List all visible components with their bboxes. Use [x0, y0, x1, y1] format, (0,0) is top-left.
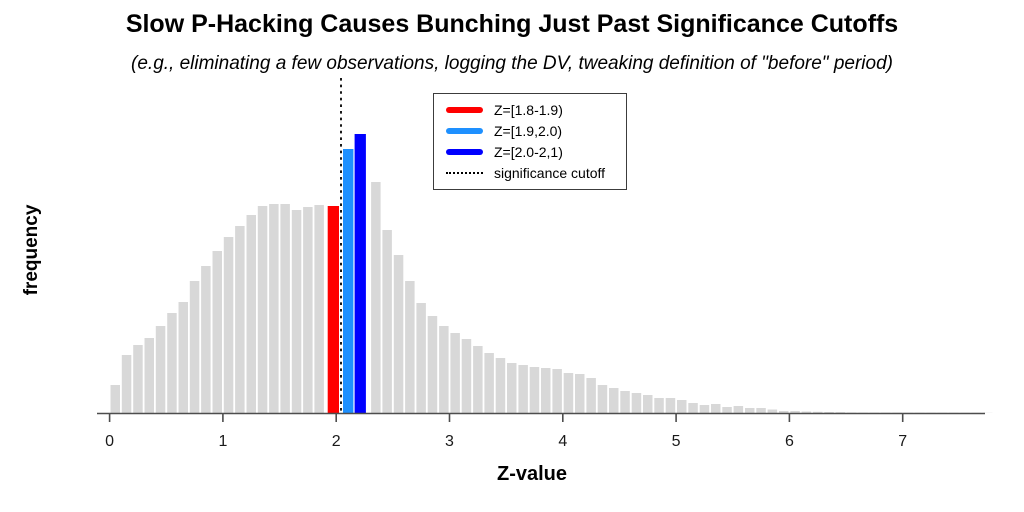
histogram-bar: [405, 281, 415, 413]
legend-box: Z=[1.8-1.9) Z=[1.9,2.0) Z=[2.0-2,1) sign…: [433, 93, 627, 190]
x-tick-label: 4: [558, 433, 567, 450]
dark-blue-line-swatch: [446, 149, 483, 156]
histogram-bar: [280, 204, 290, 413]
x-tick-label: 5: [672, 433, 681, 450]
red-line-swatch: [446, 106, 483, 113]
chart-title: Slow P-Hacking Causes Bunching Just Past…: [125, 10, 899, 38]
histogram-bar: [756, 408, 766, 413]
histogram-bar: [529, 367, 540, 413]
histogram-bar: [189, 281, 200, 413]
histogram-bar: [665, 398, 676, 413]
histogram-bar: [813, 411, 823, 413]
x-tick-label: 1: [218, 433, 227, 450]
histogram-bar: [269, 204, 279, 413]
histogram-bar: [824, 412, 834, 413]
x-tick-label: 2: [332, 433, 341, 450]
histogram-bar: [631, 393, 642, 413]
histogram-bar: [620, 391, 630, 413]
histogram-bar: [461, 339, 472, 413]
x-tick-label: 0: [105, 433, 114, 450]
histogram-bar: [609, 388, 619, 413]
histogram-bar: [393, 255, 404, 413]
histogram-bar: [133, 345, 143, 413]
x-axis-label: Z-value: [496, 463, 568, 485]
histogram-bar: [178, 302, 188, 413]
histogram-bar: [303, 207, 313, 413]
histogram-bar: [473, 346, 483, 413]
light-blue-line-swatch: [446, 127, 483, 134]
histogram-bar: [121, 355, 132, 413]
histogram-bar: [201, 266, 211, 413]
histogram-bar: [484, 353, 494, 413]
highlight-bar-dark-blue: [354, 134, 366, 413]
histogram-bar: [711, 404, 721, 413]
legend-item-cutoff: significance cutoff: [446, 164, 626, 182]
histogram-bar: [223, 237, 234, 413]
legend-item-dark-blue: Z=[2.0-2,1): [446, 143, 626, 161]
histogram-bar: [733, 406, 744, 413]
histogram-bar: [801, 411, 812, 413]
histogram-bar: [597, 385, 608, 413]
histogram-bar: [835, 412, 846, 413]
x-tick-label: 7: [898, 433, 907, 450]
histogram-bar: [643, 395, 653, 413]
legend-label: Z=[1.9,2.0): [494, 122, 563, 139]
histogram-bar: [654, 398, 664, 413]
legend-label: Z=[2.0-2,1): [494, 144, 563, 161]
histogram-bar: [767, 409, 778, 413]
histogram-bar: [699, 405, 710, 413]
histogram-bar: [495, 358, 506, 413]
legend-item-light-blue: Z=[1.9,2.0): [446, 122, 626, 140]
histogram-bar: [416, 303, 426, 413]
histogram-bar: [291, 210, 302, 413]
histogram-bar: [246, 215, 256, 413]
histogram-bar: [722, 407, 732, 413]
histogram-bar: [779, 411, 789, 413]
legend-label: Z=[1.8-1.9): [494, 101, 563, 118]
histogram-bar: [144, 338, 154, 413]
dotted-line-swatch: [446, 172, 483, 175]
histogram-bar: [790, 411, 800, 413]
highlight-bar-light-blue: [343, 149, 354, 413]
histogram-bar: [507, 363, 517, 413]
legend-item-red: Z=[1.8-1.9): [446, 101, 626, 119]
x-tick-label: 6: [785, 433, 794, 450]
histogram-bar: [439, 326, 449, 413]
histogram-bar: [314, 205, 324, 413]
histogram-bar: [518, 365, 528, 413]
histogram-bar: [235, 226, 245, 413]
histogram-bar: [688, 403, 698, 413]
histogram-bar: [575, 374, 585, 413]
histogram-bar: [586, 378, 596, 413]
histogram-bar: [552, 369, 562, 413]
histogram-bar: [155, 326, 166, 413]
histogram-bar: [167, 313, 177, 413]
highlight-bar-red: [327, 206, 339, 413]
histogram-bar: [450, 333, 460, 413]
histogram-bar: [541, 368, 551, 413]
histogram-bar: [427, 316, 438, 413]
histogram-bar: [677, 400, 687, 413]
histogram-bar: [257, 206, 268, 413]
histogram-bar: [212, 251, 222, 413]
histogram-bar: [371, 182, 381, 413]
histogram-bar: [745, 408, 755, 413]
legend-label: significance cutoff: [494, 165, 606, 182]
x-tick-label: 3: [445, 433, 454, 450]
chart-subtitle: (e.g., eliminating a few observations, l…: [131, 53, 893, 74]
histogram-bar: [563, 373, 574, 413]
histogram-bar: [382, 230, 392, 413]
histogram-bar: [110, 385, 120, 413]
